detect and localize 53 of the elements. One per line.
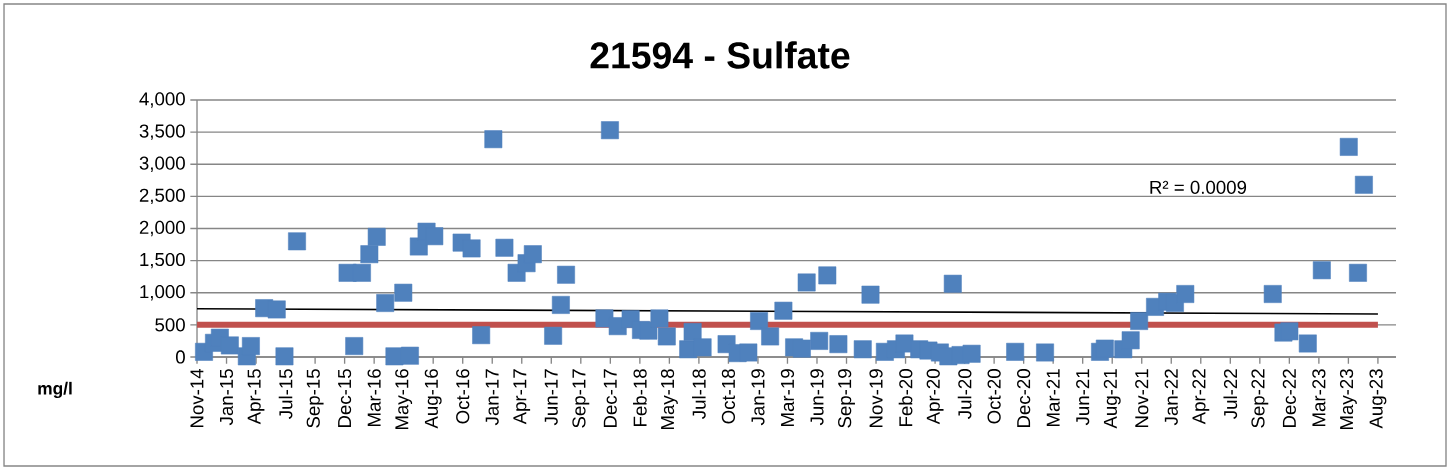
annotation: R² = 0.0009 — [1150, 180, 1247, 194]
x-tick-label: Feb-18 — [632, 369, 647, 426]
x-tick-label: Mar-16 — [367, 369, 381, 426]
y-axis-title: mg/l — [38, 381, 72, 399]
x-tick-label: Jul-22 — [1223, 369, 1238, 419]
x-tick-label: May-16 — [395, 369, 413, 430]
x-tick-label: Jul-15 — [278, 369, 293, 419]
y-tick-label: 500 — [155, 318, 185, 332]
x-tick-label: Aug-23 — [1369, 369, 1387, 429]
y-tick-label: 1,000 — [140, 285, 185, 301]
x-tick-label: Oct-16 — [456, 369, 470, 424]
x-tick-label: Jun-21 — [1076, 369, 1090, 426]
y-tick-label: 0 — [175, 350, 185, 364]
y-tick-label: 3,500 — [139, 124, 185, 140]
x-tick-label: Feb-20 — [898, 369, 913, 426]
chart-title: 21594 - Sulfate — [590, 41, 850, 69]
x-tick-label: Apr-20 — [926, 369, 944, 425]
x-tick-label: Oct-20 — [987, 369, 1001, 424]
x-tick-label: Aug-21 — [1103, 369, 1121, 429]
x-tick-label: Mar-19 — [780, 369, 795, 426]
x-tick-label: Apr-15 — [247, 369, 265, 425]
x-tick-label: Aug-16 — [424, 369, 442, 429]
x-tick-label: May-18 — [660, 369, 678, 430]
x-tick-label: Dec-15 — [338, 369, 352, 428]
x-tick-label: Nov-21 — [1135, 369, 1149, 428]
y-tick-label: 2,500 — [139, 188, 185, 205]
x-tick-label: Jul-18 — [692, 369, 706, 419]
x-tick-label: Oct-18 — [721, 369, 736, 424]
x-tick-label: Dec-20 — [1017, 369, 1031, 428]
x-tick-label: Mar-21 — [1046, 369, 1060, 426]
x-tick-label: Jan-17 — [485, 369, 499, 426]
y-tick-label: 2,000 — [139, 220, 185, 237]
x-tick-label: Sep-22 — [1251, 369, 1269, 428]
x-tick-label: Dec-22 — [1282, 369, 1296, 428]
x-tick-label: Apr-17 — [513, 369, 531, 425]
x-tick-label: Sep-19 — [838, 369, 855, 428]
x-tick-label: Nov-14 — [190, 368, 204, 428]
y-tick-label: 3,000 — [139, 156, 185, 172]
x-tick-label: May-23 — [1339, 369, 1357, 430]
x-tick-label: Jun-19 — [810, 369, 824, 426]
x-tick-label: Nov-19 — [869, 369, 883, 428]
x-tick-label: Dec-17 — [603, 369, 617, 428]
x-tick-label: Sep-15 — [306, 369, 324, 428]
x-tick-label: Mar-23 — [1312, 369, 1326, 426]
x-tick-label: Jan-22 — [1164, 369, 1178, 426]
y-tick-label: 1,500 — [140, 252, 185, 269]
x-tick-label: Apr-22 — [1192, 369, 1210, 425]
x-tick-label: Jan-15 — [220, 369, 234, 426]
x-tick-label: Jun-17 — [544, 369, 558, 426]
y-tick-label: 4,000 — [139, 92, 185, 108]
x-tick-label: Sep-17 — [572, 369, 590, 428]
x-tick-label: Jul-20 — [957, 369, 972, 419]
x-tick-label: Jan-19 — [751, 369, 765, 426]
